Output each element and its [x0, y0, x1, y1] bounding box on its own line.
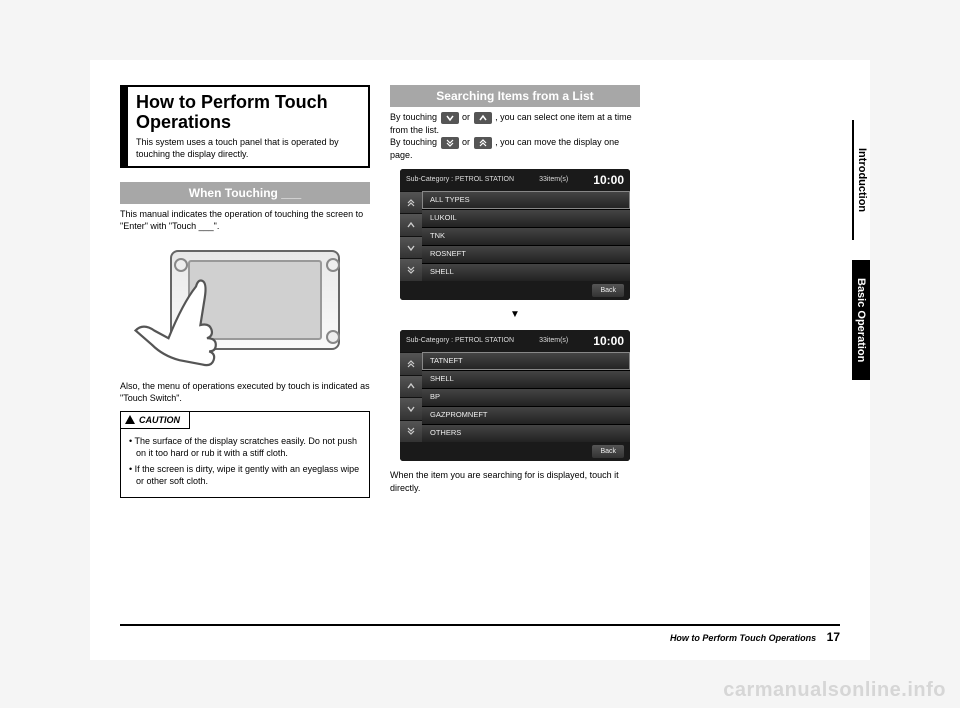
- scroll-page-up-button[interactable]: [400, 352, 422, 375]
- back-button[interactable]: Back: [592, 284, 624, 297]
- list-item[interactable]: ROSNEFT: [422, 245, 630, 263]
- page-number: 17: [827, 630, 840, 644]
- back-button[interactable]: Back: [592, 445, 624, 458]
- when-touching-text-1: This manual indicates the operation of t…: [120, 208, 370, 232]
- page-footer: How to Perform Touch Operations 17: [670, 630, 840, 644]
- source-watermark: carmanualsonline.info: [723, 679, 946, 702]
- footer-section-title: How to Perform Touch Operations: [670, 633, 816, 643]
- list-screenshot-1: Sub-Category : PETROL STATION 33item(s) …: [400, 169, 630, 301]
- scroll-page-down-button[interactable]: [400, 420, 422, 443]
- side-tab-basic-operation: Basic Operation: [852, 260, 870, 380]
- caution-label-text: CAUTION: [139, 414, 180, 426]
- list-item[interactable]: OTHERS: [422, 424, 630, 442]
- scroll-up-button[interactable]: [400, 375, 422, 398]
- ss2-header-label: Sub-Category : PETROL STATION: [406, 336, 514, 345]
- double-chevron-down-icon: [441, 137, 459, 149]
- ss2-time: 10:00: [593, 333, 624, 349]
- page-title-box: How to Perform Touch Operations This sys…: [120, 85, 370, 168]
- list-item[interactable]: TNK: [422, 227, 630, 245]
- when-touching-text-2: Also, the menu of operations executed by…: [120, 380, 370, 404]
- manual-page: Introduction Basic Operation How to Perf…: [90, 60, 870, 660]
- page-title: How to Perform Touch Operations: [136, 93, 360, 133]
- scroll-up-button[interactable]: [400, 213, 422, 236]
- searching-text-line-1: By touching or , you can select one item…: [390, 111, 640, 136]
- list-item[interactable]: ALL TYPES: [422, 191, 630, 209]
- list-item[interactable]: SHELL: [422, 370, 630, 388]
- ss2-count: 33item(s): [539, 336, 568, 345]
- scroll-page-up-button[interactable]: [400, 191, 422, 214]
- scroll-down-button[interactable]: [400, 236, 422, 259]
- ss1-header-label: Sub-Category : PETROL STATION: [406, 175, 514, 184]
- page-subtitle: This system uses a touch panel that is o…: [136, 136, 360, 160]
- down-arrow-icon: ▼: [390, 308, 640, 322]
- list-screenshot-2: Sub-Category : PETROL STATION 33item(s) …: [400, 330, 630, 462]
- double-chevron-up-icon: [474, 137, 492, 149]
- searching-text-line-2: By touching or , you can move the displa…: [390, 136, 640, 161]
- caution-box: CAUTION The surface of the display scrat…: [120, 411, 370, 499]
- left-column: How to Perform Touch Operations This sys…: [120, 85, 370, 498]
- list-item[interactable]: TATNEFT: [422, 352, 630, 370]
- ss1-count: 33item(s): [539, 175, 568, 184]
- caution-item: The surface of the display scratches eas…: [129, 435, 361, 459]
- touch-device-figure: [140, 240, 350, 370]
- list-item[interactable]: LUKOIL: [422, 209, 630, 227]
- caution-item: If the screen is dirty, wipe it gently w…: [129, 463, 361, 487]
- chevron-down-icon: [441, 112, 459, 124]
- searching-after-text: When the item you are searching for is d…: [390, 469, 640, 493]
- footer-rule: [120, 624, 840, 626]
- warning-triangle-icon: [125, 415, 135, 424]
- hand-icon: [130, 270, 240, 380]
- ss1-time: 10:00: [593, 172, 624, 188]
- list-item[interactable]: GAZPROMNEFT: [422, 406, 630, 424]
- list-item[interactable]: SHELL: [422, 263, 630, 281]
- chevron-up-icon: [474, 112, 492, 124]
- scroll-page-down-button[interactable]: [400, 258, 422, 281]
- section-heading-searching: Searching Items from a List: [390, 85, 640, 107]
- list-item[interactable]: BP: [422, 388, 630, 406]
- scroll-down-button[interactable]: [400, 397, 422, 420]
- caution-label: CAUTION: [120, 411, 190, 429]
- section-heading-when-touching: When Touching ___: [120, 182, 370, 204]
- right-column: Searching Items from a List By touching …: [390, 85, 640, 494]
- side-tab-introduction: Introduction: [852, 120, 870, 240]
